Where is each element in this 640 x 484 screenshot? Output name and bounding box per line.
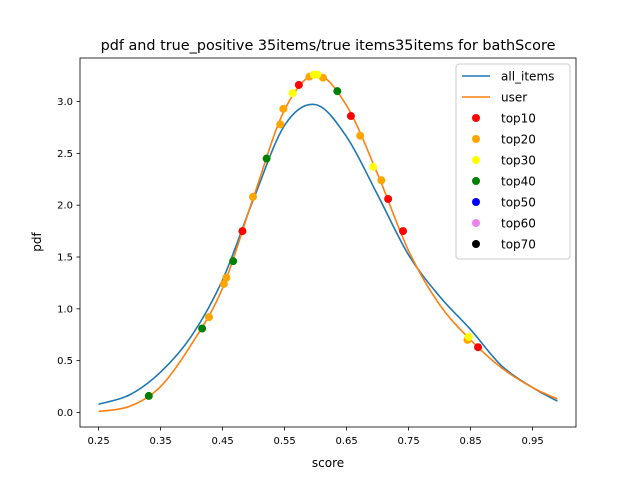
point-top40 — [229, 257, 238, 266]
plot-frame — [79, 57, 577, 428]
point-top20 — [219, 279, 228, 288]
point-top10 — [346, 112, 355, 121]
x-tick-label: 0.65 — [335, 436, 357, 447]
legend-box — [455, 63, 571, 260]
point-top10 — [294, 80, 303, 89]
x-tick-label: 0.45 — [211, 436, 233, 447]
legend-label-top70: top70 — [501, 238, 536, 252]
point-top20 — [279, 104, 288, 113]
point-top20 — [377, 176, 386, 185]
legend-swatch-top30 — [472, 156, 480, 164]
x-tick-label: 0.25 — [87, 436, 109, 447]
legend-swatch-top20 — [472, 135, 480, 143]
point-top40 — [198, 324, 207, 333]
point-top10 — [474, 343, 483, 352]
legend-label-all-items: all_items — [501, 70, 554, 84]
chart-title: pdf and true_positive 35items/true items… — [101, 38, 556, 54]
x-tick-label: 0.55 — [273, 436, 295, 447]
point-top30 — [288, 89, 297, 98]
x-tick-label: 0.75 — [397, 436, 419, 447]
legend-swatch-top50 — [472, 198, 480, 206]
axes-layer: 0.25 0.35 0.45 0.55 0.65 0.75 0.85 0.95 0.0 0.5 1.… — [57, 57, 577, 447]
y-tick-label: 0.5 — [57, 356, 73, 367]
point-top30 — [313, 70, 322, 79]
point-top40 — [144, 391, 153, 400]
point-top40 — [333, 87, 342, 96]
point-top20 — [356, 131, 365, 140]
y-tick-label: 0.0 — [57, 408, 73, 419]
legend-label-top40: top40 — [501, 175, 536, 189]
point-top10 — [384, 194, 393, 203]
x-tick-label: 0.85 — [459, 436, 481, 447]
point-top40 — [262, 154, 271, 163]
legend-label-top20: top20 — [501, 133, 536, 147]
y-axis-label: pdf — [30, 232, 44, 252]
point-top20 — [276, 120, 285, 129]
y-tick-label: 1.0 — [57, 304, 73, 315]
legend-label-top60: top60 — [501, 217, 536, 231]
x-tick-label: 0.95 — [521, 436, 543, 447]
series-line-user — [98, 73, 558, 413]
point-top30 — [464, 332, 473, 341]
legend-label-user: user — [501, 91, 527, 105]
legend-swatch-top60 — [472, 219, 480, 227]
legend-swatch-top10 — [472, 114, 480, 122]
x-axis-label: score — [312, 456, 344, 470]
point-top20 — [204, 313, 213, 322]
legend-label-top10: top10 — [501, 112, 536, 126]
legend-swatch-top40 — [472, 177, 480, 185]
series-layer — [98, 70, 558, 413]
legend-swatch-top70 — [472, 240, 480, 248]
point-top10 — [238, 227, 247, 236]
point-top20 — [222, 273, 231, 282]
legend-label-top30: top30 — [501, 154, 536, 168]
y-tick-label: 2.5 — [57, 149, 73, 160]
y-tick-label: 2.0 — [57, 201, 73, 212]
legend-label-top50: top50 — [501, 196, 536, 210]
series-line-all-items — [98, 103, 558, 405]
y-tick-label: 3.0 — [57, 97, 73, 108]
point-top20 — [248, 192, 257, 201]
point-top10 — [399, 227, 408, 236]
point-top30 — [369, 162, 378, 171]
y-tick-label: 1.5 — [57, 253, 73, 264]
x-tick-label: 0.35 — [149, 436, 171, 447]
